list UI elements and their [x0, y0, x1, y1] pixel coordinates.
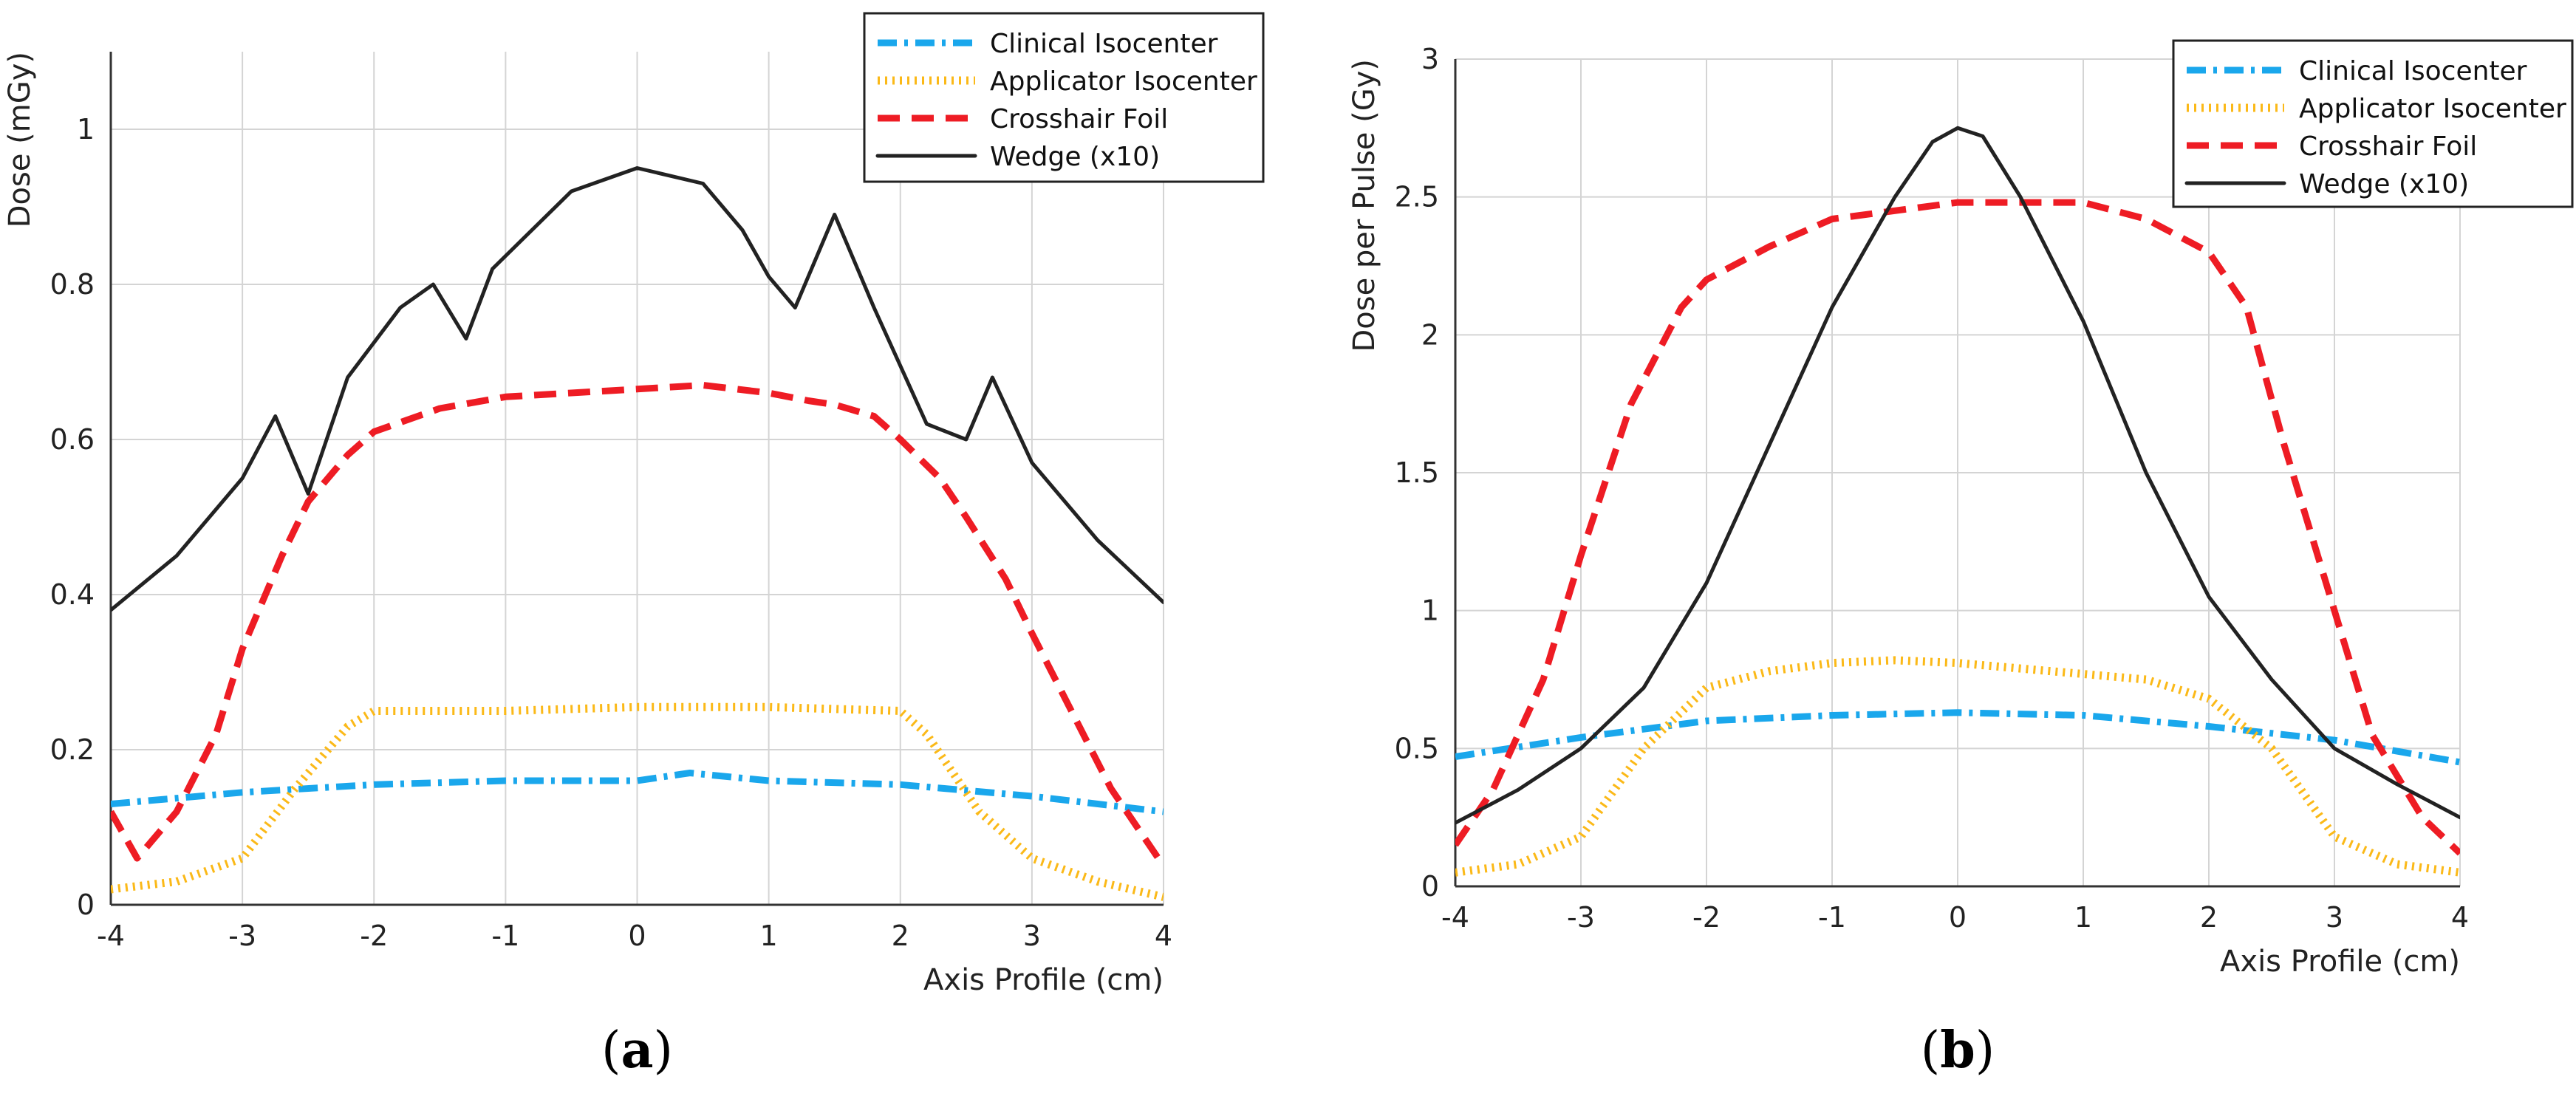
legend-label-crosshair: Crosshair Foil	[2299, 131, 2477, 162]
series-line-crosshair	[111, 382, 1164, 869]
x-tick-label: -4	[97, 920, 125, 952]
y-tick-label: 0.8	[50, 268, 95, 301]
panel-label: (a)	[601, 1021, 673, 1080]
x-axis-title: Axis Profile (cm)	[2220, 945, 2460, 979]
chart-panel-b: -4 -3 -2 -1 0 1 2 3 4 0 0.5 1 1.5 2 2.5 3 Axis Profile (…	[1347, 39, 2574, 1080]
x-tick-label: -2	[1692, 901, 1721, 934]
x-tick-label: -2	[360, 920, 388, 952]
x-tick-label: 3	[1023, 920, 1041, 952]
y-tick-label: 0.4	[50, 578, 95, 611]
x-tick-label: 1	[760, 920, 778, 952]
y-tick-label: 1	[77, 113, 95, 146]
chart-panel-a: -4 -3 -2 -1 0 1 2 3 4 0 0.2 0.4 0.6 0.8 1 Axis Profile …	[3, 12, 1265, 1080]
legend-label-wedge: Wedge (x10)	[2299, 169, 2469, 199]
legend: Clinical Isocenter Applicator Isocenter Cr…	[2172, 39, 2574, 208]
y-tick-label: 1.5	[1395, 456, 1439, 489]
series-line-clinical	[111, 770, 1164, 815]
x-tick-label: -3	[1567, 901, 1595, 934]
y-tick-label: 3	[1421, 43, 1439, 75]
x-tick-label: -4	[1441, 901, 1469, 934]
y-tick-label: 2	[1421, 318, 1439, 351]
y-tick-label: 0	[77, 889, 95, 921]
y-axis-title: Dose per Pulse (Gy)	[1347, 59, 1381, 352]
y-tick-label: 2.5	[1395, 181, 1439, 213]
y-tick-label: 0.5	[1395, 732, 1439, 764]
series-line-crosshair	[1455, 199, 2460, 856]
legend-label-wedge: Wedge (x10)	[990, 142, 1160, 172]
y-axis-title: Dose (mGy)	[3, 52, 37, 227]
y-tick-label: 0.6	[50, 423, 95, 456]
y-tick-label: 0	[1421, 870, 1439, 903]
legend-label-clinical: Clinical Isocenter	[2299, 56, 2527, 86]
series-line-clinical	[1455, 709, 2460, 766]
x-tick-label: 2	[2200, 901, 2218, 934]
x-tick-label: 0	[1949, 901, 1967, 934]
x-tick-label: 2	[892, 920, 909, 952]
legend: Clinical Isocenter Applicator Isocenter Cr…	[863, 12, 1265, 183]
legend-label-crosshair: Crosshair Foil	[990, 104, 1168, 134]
x-tick-label: -1	[491, 920, 519, 952]
legend-label-applicator: Applicator Isocenter	[2299, 94, 2566, 124]
x-tick-label: 4	[2451, 901, 2469, 934]
x-tick-label: -3	[228, 920, 256, 952]
series-line-wedge	[111, 166, 1164, 612]
x-axis-title: Axis Profile (cm)	[923, 963, 1164, 997]
y-tick-label: 1	[1421, 595, 1439, 627]
x-tick-label: 1	[2074, 901, 2092, 934]
series-line-applicator	[111, 702, 1164, 901]
x-tick-label: 0	[628, 920, 646, 952]
y-tick-label: 0.2	[50, 733, 95, 766]
series-line-wedge	[1455, 126, 2460, 825]
x-tick-label: -1	[1818, 901, 1846, 934]
legend-label-applicator: Applicator Isocenter	[990, 66, 1257, 97]
x-tick-label: 3	[2326, 901, 2343, 934]
legend-label-clinical: Clinical Isocenter	[990, 29, 1218, 59]
panel-label: (b)	[1921, 1021, 1995, 1080]
x-tick-label: 4	[1155, 920, 1172, 952]
